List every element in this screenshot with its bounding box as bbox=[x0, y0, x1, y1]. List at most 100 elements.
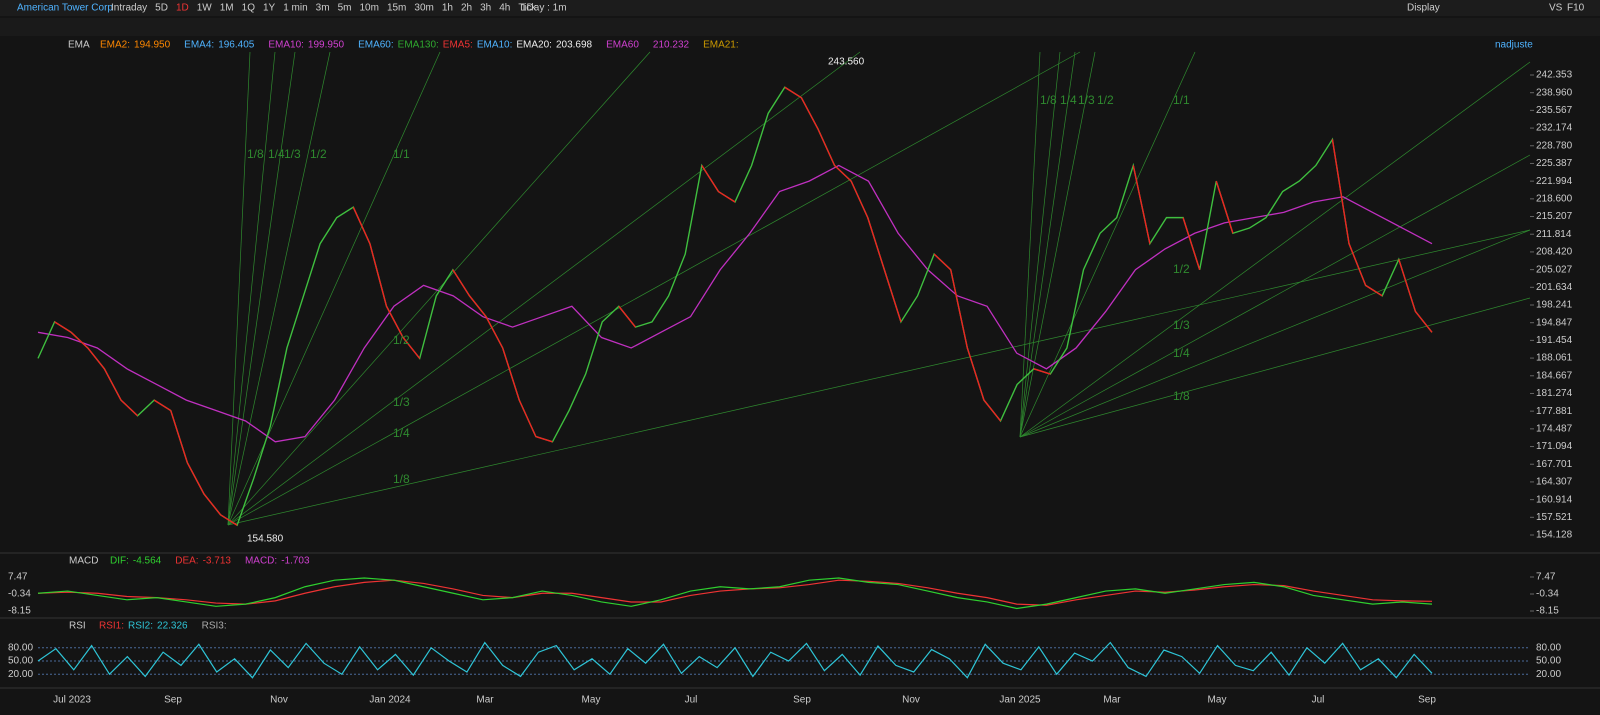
price-label: 225.387 bbox=[1536, 158, 1573, 169]
ema-item: EMA60 bbox=[606, 40, 639, 51]
fan-label: 1/4 bbox=[393, 426, 410, 440]
period-button[interactable]: 4h bbox=[499, 3, 510, 14]
down-segment bbox=[170, 410, 189, 463]
down-segment bbox=[817, 128, 836, 166]
x-label: Jan 2025 bbox=[999, 695, 1041, 706]
down-segment bbox=[1182, 217, 1201, 270]
price-label: 167.701 bbox=[1536, 459, 1573, 470]
price-label: 184.667 bbox=[1536, 370, 1573, 381]
fan-label: 1/8 bbox=[393, 472, 410, 486]
down-segment bbox=[452, 269, 471, 297]
fan-label: 1/4 bbox=[1060, 93, 1077, 107]
high-label: 243.560 bbox=[828, 57, 865, 68]
macd-label: 7.47 bbox=[1536, 572, 1556, 583]
price-label: 181.274 bbox=[1536, 388, 1573, 399]
down-segment bbox=[784, 86, 802, 99]
period-button[interactable]: 15m bbox=[387, 3, 406, 14]
rsi-label: 20.00 bbox=[1536, 669, 1561, 680]
price-label: 242.353 bbox=[1536, 70, 1573, 81]
period-button[interactable]: 1W bbox=[197, 3, 213, 14]
period-button[interactable]: 5D bbox=[155, 3, 168, 14]
x-label: Jul 2023 bbox=[53, 695, 91, 706]
period-button[interactable]: Tick bbox=[518, 3, 537, 14]
symbol[interactable]: American Tower Corp bbox=[17, 3, 113, 14]
fan-label: 1/3 bbox=[393, 395, 410, 409]
down-segment bbox=[369, 243, 388, 307]
fan-label: 1/4 bbox=[1173, 346, 1190, 360]
dea-line bbox=[37, 579, 1433, 606]
price-label: 194.847 bbox=[1536, 317, 1573, 328]
fan-label: 1/8 bbox=[1040, 93, 1057, 107]
down-segment bbox=[1331, 139, 1350, 244]
down-segment bbox=[1414, 311, 1433, 333]
ema-item: EMA10: bbox=[268, 40, 304, 51]
down-segment bbox=[883, 269, 902, 323]
down-segment bbox=[70, 331, 89, 349]
period-button[interactable]: 10m bbox=[359, 3, 378, 14]
indicator-item: DEA: bbox=[175, 556, 198, 567]
down-segment bbox=[834, 164, 852, 182]
fan-label: 1/2 bbox=[393, 333, 410, 347]
low-label: 154.580 bbox=[247, 534, 284, 545]
period-button[interactable]: 30m bbox=[414, 3, 433, 14]
rsi-name: RSI bbox=[69, 621, 86, 632]
price-label: 164.307 bbox=[1536, 477, 1573, 488]
period-button[interactable]: 1h bbox=[442, 3, 453, 14]
down-segment bbox=[718, 190, 736, 203]
indicator-item: 22.326 bbox=[157, 621, 188, 632]
down-segment bbox=[1033, 368, 1051, 375]
period-button[interactable]: 1D bbox=[176, 3, 189, 14]
x-label: May bbox=[582, 695, 601, 706]
period-button[interactable]: 5m bbox=[338, 3, 352, 14]
down-segment bbox=[1365, 284, 1383, 297]
down-segment bbox=[983, 399, 1002, 422]
period-button[interactable]: 1Y bbox=[263, 3, 276, 14]
fan-label: 1/3 bbox=[1078, 93, 1095, 107]
price-label: 208.420 bbox=[1536, 247, 1573, 258]
rsi-label-left: 20.00 bbox=[8, 669, 33, 680]
toolbar-2 bbox=[0, 18, 1600, 36]
price-label: 232.174 bbox=[1536, 123, 1573, 134]
period-button[interactable]: 3h bbox=[480, 3, 491, 14]
price-label: 205.027 bbox=[1536, 264, 1573, 275]
x-label: Nov bbox=[270, 695, 288, 706]
ema-item: EMA21: bbox=[703, 40, 739, 51]
indicator-item: -1.703 bbox=[281, 556, 310, 567]
macd-label-left: -8.15 bbox=[8, 606, 31, 617]
ema-item: EMA4: bbox=[184, 40, 214, 51]
toolbar bbox=[0, 0, 1600, 16]
ema-item: EMA20: bbox=[516, 40, 552, 51]
indicator-item: RSI1: bbox=[99, 621, 124, 632]
period-button[interactable]: 2h bbox=[461, 3, 472, 14]
price-label: 238.960 bbox=[1536, 87, 1573, 98]
ema-item: 199.950 bbox=[308, 40, 345, 51]
vs-button[interactable]: VS bbox=[1549, 3, 1563, 14]
ema-item: EMA10: bbox=[477, 40, 513, 51]
price-label: 177.881 bbox=[1536, 406, 1573, 417]
down-segment bbox=[1398, 259, 1417, 312]
f10-button[interactable]: F10 bbox=[1567, 3, 1585, 14]
period-button[interactable]: Intraday bbox=[111, 3, 147, 14]
period-button[interactable]: 3m bbox=[316, 3, 330, 14]
fan-label: 1/2 bbox=[310, 147, 327, 161]
down-segment bbox=[800, 97, 819, 130]
ema60-line bbox=[37, 164, 1433, 443]
indicator-item: -3.713 bbox=[203, 556, 232, 567]
down-segment bbox=[950, 269, 969, 349]
adjust[interactable]: nadjuste bbox=[1495, 40, 1533, 51]
display-button[interactable]: Display bbox=[1407, 3, 1440, 14]
range-select[interactable]: 1Day : 1m bbox=[521, 3, 567, 14]
period-button[interactable]: 1 min bbox=[283, 3, 307, 14]
indicator-item: DIF: bbox=[110, 556, 129, 567]
down-segment bbox=[1215, 180, 1234, 234]
rsi-label-left: 80.00 bbox=[8, 642, 33, 653]
x-label: Mar bbox=[1103, 695, 1121, 706]
down-segment bbox=[1348, 243, 1367, 286]
period-button[interactable]: 1Q bbox=[242, 3, 256, 14]
price-label: 215.207 bbox=[1536, 211, 1573, 222]
x-label: Sep bbox=[1418, 695, 1436, 706]
period-button[interactable]: 1M bbox=[220, 3, 234, 14]
fan-label: 1/8 bbox=[247, 147, 264, 161]
